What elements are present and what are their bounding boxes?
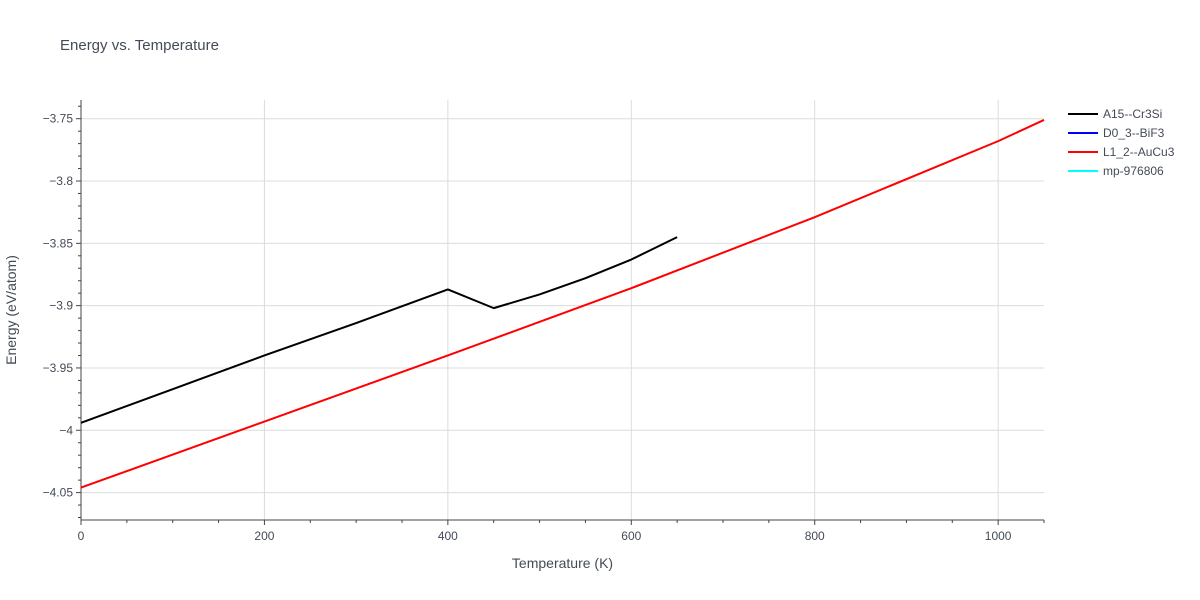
y-tick-label: −3.8 [49,174,73,188]
x-tick-label: 400 [438,529,458,543]
tick-labels: 0 200 400 600 800 1000 −3.75 −3.8 −3.85 −3.9 −3.95… [43,112,1012,543]
legend-label: L1_2--AuCu3 [1103,145,1175,159]
grid [81,100,1044,520]
y-tick-label: −4.05 [43,486,74,500]
axes [76,100,1045,525]
series-lines [80,119,1045,489]
x-axis-title: Temperature (K) [512,555,613,571]
legend-item[interactable]: A15--Cr3Si [1068,107,1162,121]
legend-label: D0_3--BiF3 [1103,126,1165,140]
x-tick-label: 600 [621,529,641,543]
x-tick-label: 0 [78,529,85,543]
x-tick-label: 800 [805,529,825,543]
legend-item[interactable]: mp-976806 [1068,164,1164,178]
legend-item[interactable]: L1_2--AuCu3 [1068,145,1175,159]
y-axis-title: Energy (eV/atom) [3,255,19,365]
y-tick-label: −3.9 [49,299,73,313]
y-tick-label: −3.85 [43,236,74,250]
legend-item[interactable]: D0_3--BiF3 [1068,126,1165,140]
legend-label: mp-976806 [1103,164,1164,178]
x-tick-label: 1000 [985,529,1012,543]
series-line-A15--Cr3Si [80,236,678,424]
y-tick-label: −4 [59,423,73,437]
y-tick-label: −3.75 [43,112,74,126]
series-line-L1_2--AuCu3 [80,119,1045,489]
chart-title: Energy vs. Temperature [60,37,219,54]
y-tick-label: −3.95 [43,361,74,375]
legend-label: A15--Cr3Si [1103,107,1162,121]
x-tick-label: 200 [254,529,274,543]
legend[interactable]: A15--Cr3Si D0_3--BiF3 L1_2--AuCu3 mp-976806 [1068,107,1175,178]
